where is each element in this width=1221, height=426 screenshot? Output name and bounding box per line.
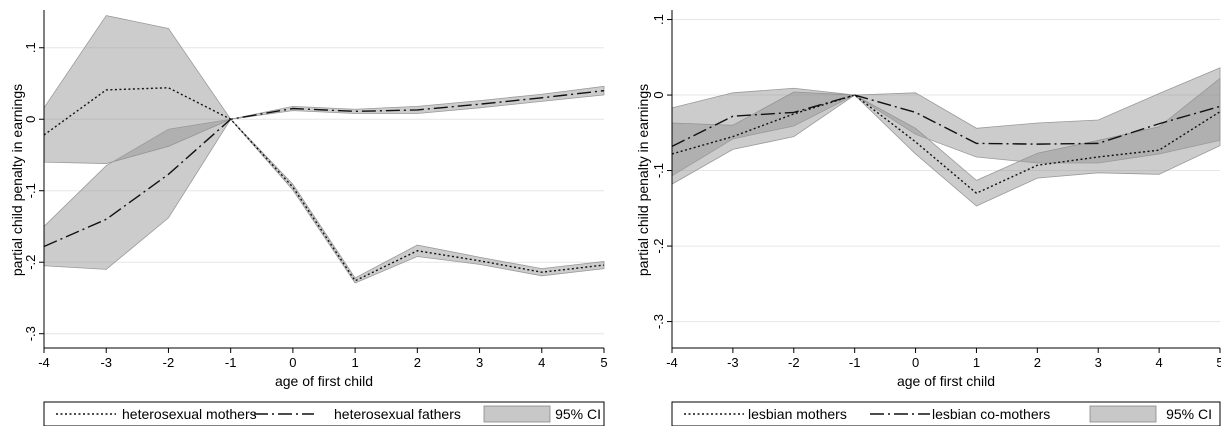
left-x-tick-label: 2 xyxy=(414,355,421,370)
left-series-line-0 xyxy=(43,87,605,282)
right-x-tick-label: 0 xyxy=(912,355,919,370)
left-series-line-1 xyxy=(43,89,605,248)
left-x-tick-label: -3 xyxy=(100,355,112,370)
left-y-tick-label: .1 xyxy=(23,42,38,53)
left-legend-label: 95% CI xyxy=(555,406,601,422)
left-y-tick-label: 0 xyxy=(23,116,38,123)
right-x-tick-label: 1 xyxy=(973,355,980,370)
right-series-line-0 xyxy=(671,94,1221,195)
left-y-tick-label: -.2 xyxy=(23,255,38,270)
left-y-tick-label: -.1 xyxy=(23,183,38,198)
right-x-tick-label: -3 xyxy=(727,355,739,370)
right-chart: .1 0 -.1 -.2 -.3 -4 -3 -2 -1 0 1 2 3 4 5 age of first c… xyxy=(635,10,1221,426)
left-x-tick-label: -4 xyxy=(38,355,50,370)
left-legend-label: heterosexual mothers xyxy=(122,406,257,422)
right-x-axis-title: age of first child xyxy=(897,373,995,389)
left-x-tick-label: 3 xyxy=(476,355,483,370)
left-x-axis-title: age of first child xyxy=(275,373,373,389)
left-x-tick-label: 1 xyxy=(351,355,358,370)
right-y-tick-label: -.2 xyxy=(651,238,666,253)
right-x-tick-label: 4 xyxy=(1155,355,1162,370)
left-x-tick-label: 4 xyxy=(538,355,545,370)
left-y-tick-label: -.3 xyxy=(23,326,38,341)
right-x-tick-label: 5 xyxy=(1216,355,1221,370)
right-y-tick-label: -.3 xyxy=(651,314,666,329)
right-y-axis-title: partial child penalty in earnings xyxy=(635,84,651,276)
left-y-axis-title: partial child penalty in earnings xyxy=(9,84,25,276)
left-x-tick-label: 5 xyxy=(600,355,607,370)
right-y-tick-label: -.1 xyxy=(651,163,666,178)
left-x-tick-label: -2 xyxy=(163,355,175,370)
left-x-tick-label: 0 xyxy=(289,355,296,370)
right-x-tick-label: 3 xyxy=(1095,355,1102,370)
left-ci-band-1 xyxy=(43,85,605,270)
right-x-tick-label: -1 xyxy=(849,355,861,370)
right-ci-band-1 xyxy=(671,67,1221,177)
right-ci-band-0 xyxy=(671,77,1221,207)
right-y-tick-label: 0 xyxy=(651,91,666,98)
right-x-tick-label: 2 xyxy=(1034,355,1041,370)
right-y-tick-label: .1 xyxy=(651,14,666,25)
left-legend: heterosexual mothers heterosexual fathers… xyxy=(43,401,605,426)
right-legend-label: 95% CI xyxy=(1166,406,1212,422)
left-x-tick-label: -1 xyxy=(225,355,237,370)
right-x-tick-label: -4 xyxy=(666,355,678,370)
right-legend-label: lesbian mothers xyxy=(748,406,847,422)
right-legend-key-ci xyxy=(1089,405,1157,423)
right-legend-label: lesbian co-mothers xyxy=(932,406,1050,422)
right-legend: lesbian mothers lesbian co-mothers 95% CI xyxy=(671,401,1221,426)
left-legend-label: heterosexual fathers xyxy=(334,406,461,422)
left-chart: .1 0 -.1 -.2 -.3-4 -3 -2 -1 0 1 2 3 4 5 age of first c… xyxy=(9,10,608,426)
left-legend-key-ci xyxy=(483,405,551,423)
right-x-tick-label: -2 xyxy=(788,355,800,370)
right-series-line-1 xyxy=(671,94,1221,148)
